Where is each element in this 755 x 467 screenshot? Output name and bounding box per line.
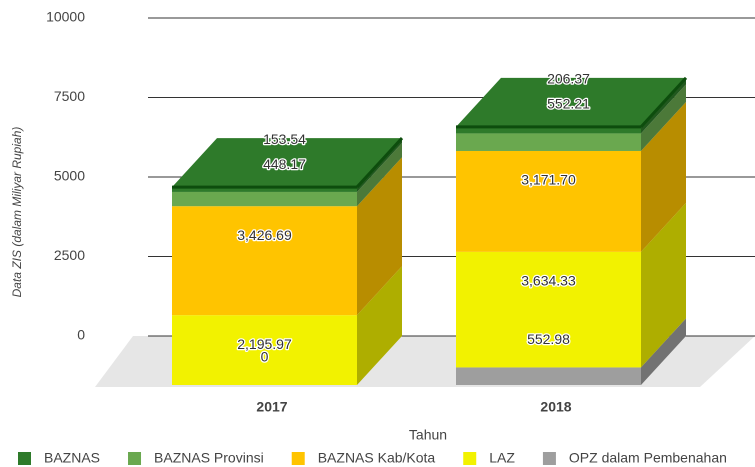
y-tick-label: 5000 bbox=[54, 168, 85, 184]
value-label: 552.21 bbox=[547, 96, 590, 112]
bar bbox=[172, 206, 357, 316]
value-label: 206.37 bbox=[547, 71, 590, 87]
value-label: 2,195.97 bbox=[237, 336, 292, 352]
value-label: 3,634.33 bbox=[521, 273, 576, 289]
legend-label: BAZNAS Provinsi bbox=[154, 450, 264, 466]
legend-swatch bbox=[128, 452, 142, 465]
bar bbox=[456, 133, 641, 151]
value-label: 552.98 bbox=[527, 331, 570, 347]
y-tick-label: 0 bbox=[77, 327, 85, 343]
legend-label: BAZNAS Kab/Kota bbox=[318, 450, 436, 466]
bar bbox=[456, 126, 641, 134]
legend-label: BAZNAS bbox=[44, 450, 100, 466]
x-tick-label: 2017 bbox=[256, 399, 287, 415]
legend-label: OPZ dalam Pembenahan bbox=[569, 450, 727, 466]
legend-swatch bbox=[542, 452, 556, 465]
bar-side bbox=[641, 318, 686, 385]
bar-side bbox=[357, 142, 402, 207]
legend-swatch bbox=[463, 452, 477, 465]
bar-side bbox=[357, 266, 402, 385]
bar-side bbox=[641, 101, 686, 252]
bar-top-edge bbox=[355, 137, 404, 189]
bar bbox=[172, 191, 357, 207]
x-axis-title: Tahun bbox=[409, 427, 447, 443]
bar-side bbox=[357, 157, 402, 316]
bar-top bbox=[172, 138, 402, 188]
y-tick-label: 7500 bbox=[54, 88, 85, 104]
value-label: 3,426.69 bbox=[237, 227, 292, 243]
bar bbox=[456, 367, 641, 385]
value-label: 448.17 bbox=[263, 156, 306, 172]
value-label: 153.54 bbox=[263, 131, 306, 147]
bar bbox=[456, 251, 641, 368]
y-tick-label: 2500 bbox=[54, 247, 85, 263]
bar bbox=[456, 150, 641, 252]
bar-top bbox=[456, 77, 686, 127]
value-label: 0 bbox=[261, 349, 269, 365]
bar bbox=[172, 315, 357, 385]
legend-swatch bbox=[18, 452, 31, 465]
bar-side bbox=[641, 202, 686, 368]
bar-side bbox=[641, 84, 686, 151]
x-tick-label: 2018 bbox=[540, 399, 571, 415]
y-tick-label: 10000 bbox=[46, 9, 85, 25]
bar-top-edge bbox=[639, 76, 688, 128]
value-label: 3,171.70 bbox=[521, 172, 576, 188]
bar bbox=[172, 187, 357, 192]
y-axis-title: Data ZIS (dalam Miliyar Rupiah) bbox=[10, 127, 24, 298]
legend-swatch bbox=[291, 452, 305, 465]
legend-label: LAZ bbox=[489, 450, 515, 466]
